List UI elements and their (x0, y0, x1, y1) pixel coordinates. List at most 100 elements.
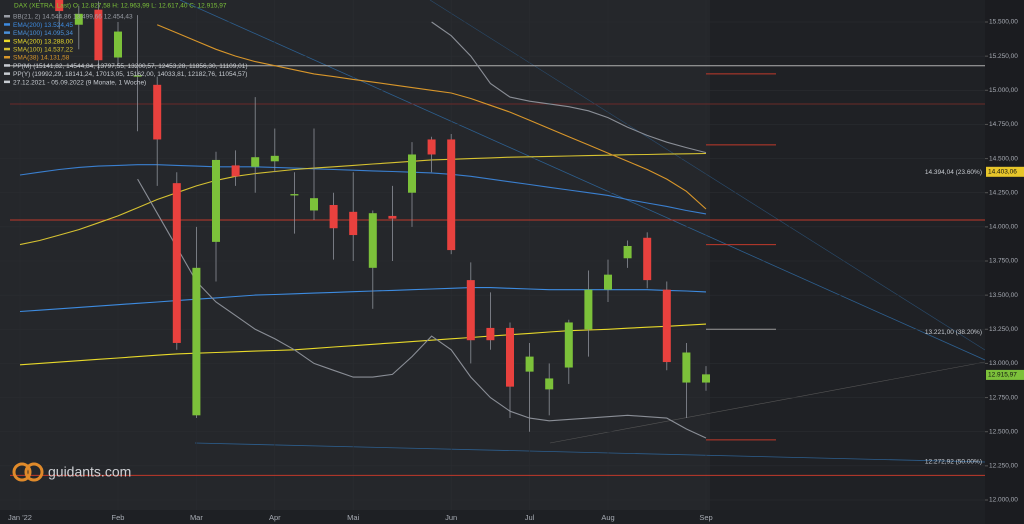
legend-swatch (4, 47, 10, 51)
candle-body (349, 211, 358, 236)
y-tick-label: 14.750,00 (989, 121, 1018, 128)
legend-text: SMA(38) 14.131,58 (13, 55, 70, 62)
y-tick-label: 15.000,00 (989, 87, 1018, 94)
candle-body (74, 13, 83, 25)
y-tick-label: 15.250,00 (989, 53, 1018, 60)
indicator-line (19, 323, 707, 366)
y-tick-label: 13.500,00 (989, 292, 1018, 299)
candle-body (427, 139, 436, 155)
x-tick-label: Apr (269, 513, 281, 522)
candle-body (486, 327, 495, 341)
legend-swatch (4, 23, 10, 26)
legend-swatch (4, 31, 10, 34)
candle-body (506, 327, 514, 387)
y-tick-label: 14.000,00 (989, 224, 1018, 231)
trend-line (429, 0, 985, 351)
candle-body (643, 237, 652, 281)
price-label: 14.403,06 (988, 169, 1017, 176)
candle-body (466, 280, 475, 341)
candle-body (172, 183, 181, 343)
x-tick-label: Feb (112, 513, 125, 522)
y-tick-label: 12.750,00 (989, 394, 1018, 401)
legend-swatch (4, 39, 10, 43)
x-tick-label: Sep (699, 513, 712, 522)
candle-body (623, 245, 632, 259)
indicator-line (19, 152, 707, 246)
trend-line (179, 0, 985, 361)
x-tick-label: Jun (445, 513, 457, 522)
trend-line (549, 361, 985, 444)
candle-body (525, 356, 534, 372)
candle-body (329, 205, 338, 229)
indicator-line (19, 164, 707, 215)
header: DAX (XETRA, Last) O: 12.827,58 H: 12.963… (14, 3, 227, 10)
plot-layer (0, 0, 985, 501)
candle-body (564, 322, 573, 368)
candle-body (447, 139, 456, 251)
y-axis-area (985, 0, 1024, 524)
y-tick-label: 12.250,00 (989, 463, 1018, 470)
indicator-line (431, 21, 707, 154)
candle-body (388, 215, 397, 219)
candle-body (408, 154, 416, 193)
legend-text: PP(M) (15141,82, 14544,84, 13797,55, 132… (13, 63, 248, 70)
candle-body (133, 75, 142, 77)
legend-text: BB(21, 2) 14.544,86 13.499,66 12.454,43 (13, 14, 133, 21)
legend-text: SMA(100) 14.537,22 (13, 47, 73, 54)
candle-body (153, 84, 162, 140)
x-tick-label: Jan '22 (8, 513, 32, 522)
price-box (986, 166, 1024, 177)
candle-body (702, 374, 710, 383)
y-tick-label: 13.250,00 (989, 326, 1018, 333)
logo-text: guidants.com (48, 464, 131, 480)
candle-body (212, 159, 220, 242)
candle-body (682, 352, 691, 383)
fib-label: 14.394,04 (23.60%) (925, 169, 982, 176)
legend-text: EMA(100) 14.095,34 (13, 30, 73, 37)
trend-lines (179, 0, 985, 463)
y-tick-label: 12.500,00 (989, 428, 1018, 435)
x-tick-label: Mar (190, 513, 203, 522)
legend-swatch (4, 15, 10, 18)
candle-body (662, 289, 671, 363)
legend-text: SMA(200) 13.288,00 (13, 38, 73, 45)
legend-text: PP(Y) (19992,29, 18141,24, 17013,05, 151… (13, 71, 247, 78)
fib-label: 12.272,92 (50.00%) (925, 458, 982, 465)
candle-body (231, 165, 240, 177)
candle-body (270, 155, 279, 162)
y-tick-label: 14.250,00 (989, 189, 1018, 196)
trend-line (194, 442, 985, 463)
overlay: DAX (XETRA, Last) O: 12.827,58 H: 12.963… (4, 3, 1024, 522)
legend-swatch (4, 80, 10, 84)
candle-body (584, 289, 593, 330)
candle-body (290, 194, 299, 196)
logo-mark (24, 462, 44, 482)
candle-body (310, 198, 318, 211)
y-tick-label: 14.500,00 (989, 155, 1018, 162)
y-tick-label: 12.000,00 (989, 497, 1018, 504)
candle-body (604, 274, 612, 290)
indicator-line (156, 24, 707, 210)
candle-body (368, 213, 377, 268)
x-tick-label: Aug (601, 513, 614, 522)
logo-mark (12, 462, 32, 482)
x-tick-label: Mai (347, 513, 359, 522)
fib-label: 13.221,00 (38.20%) (925, 329, 982, 336)
legend-swatch (4, 56, 10, 59)
y-tick-label: 15.500,00 (989, 19, 1018, 26)
legend-swatch (4, 64, 10, 67)
candle-body (545, 378, 554, 390)
x-tick-label: Jul (525, 513, 535, 522)
legend-text: 27.12.2021 - 05.09.2022 (9 Monate, 1 Woc… (13, 79, 146, 86)
candle-body (192, 267, 201, 416)
candle-body (55, 0, 64, 12)
y-tick-label: 13.750,00 (989, 258, 1018, 265)
y-tick-label: 13.000,00 (989, 360, 1018, 367)
legend-swatch (4, 72, 10, 75)
price-box (986, 369, 1024, 380)
legend-text: EMA(200) 13.524,45 (13, 22, 73, 29)
history-area (0, 0, 710, 510)
candle-body (251, 157, 260, 167)
logo: guidants.com (12, 462, 131, 482)
